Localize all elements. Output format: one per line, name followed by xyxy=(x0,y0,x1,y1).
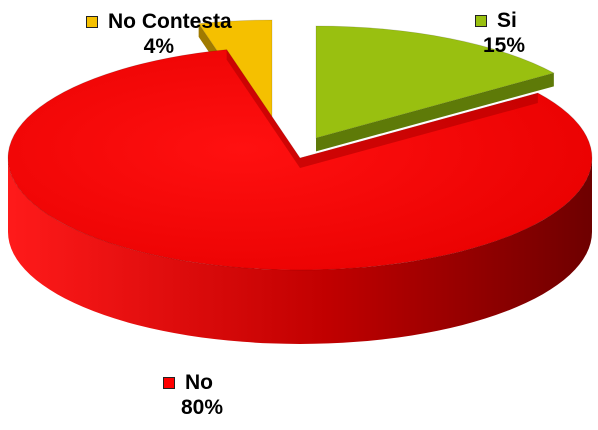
slice-si-top xyxy=(315,25,555,139)
label-no-percent: 80% xyxy=(181,396,224,419)
legend-swatch-no xyxy=(163,376,175,389)
label-no-name: No xyxy=(185,371,213,394)
slice-no-cut-1 xyxy=(226,49,300,168)
slice-no-side xyxy=(8,158,592,344)
label-si-name: Si xyxy=(497,9,517,32)
label-si-percent: 15% xyxy=(483,34,526,57)
label-no-contesta: No Contesta 4% xyxy=(86,9,232,59)
slice-si-face-1 xyxy=(316,73,554,152)
slice-no-cut-0 xyxy=(300,93,538,168)
label-no: No 80% xyxy=(163,370,223,420)
legend-swatch-si xyxy=(475,14,487,27)
label-no-contesta-name: No Contesta xyxy=(108,10,232,33)
label-no-contesta-percent: 4% xyxy=(143,35,175,58)
label-si: Si 15% xyxy=(475,8,525,58)
legend-swatch-no-contesta xyxy=(86,15,98,28)
